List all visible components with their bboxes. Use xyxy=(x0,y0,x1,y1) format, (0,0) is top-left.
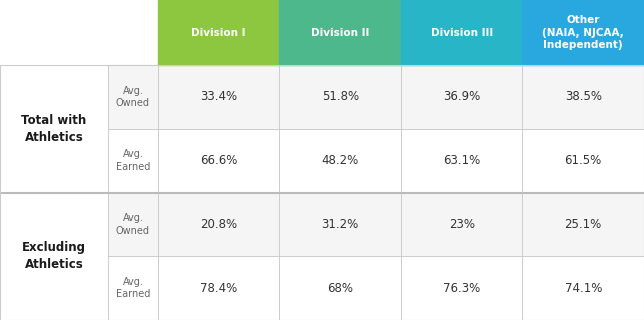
Text: 76.3%: 76.3% xyxy=(443,282,480,295)
Bar xyxy=(0,65,108,193)
Text: 61.5%: 61.5% xyxy=(565,154,602,167)
Bar xyxy=(401,0,522,65)
Bar xyxy=(108,129,644,193)
Bar xyxy=(0,193,108,320)
Text: 74.1%: 74.1% xyxy=(565,282,602,295)
Text: Avg.
Owned: Avg. Owned xyxy=(116,213,150,236)
Bar xyxy=(158,0,279,65)
Text: 78.4%: 78.4% xyxy=(200,282,238,295)
Text: Division I: Division I xyxy=(191,28,246,37)
Text: 25.1%: 25.1% xyxy=(565,218,602,231)
Text: 38.5%: 38.5% xyxy=(565,90,601,103)
Bar xyxy=(522,0,644,65)
Text: Division II: Division II xyxy=(311,28,370,37)
Text: Avg.
Owned: Avg. Owned xyxy=(116,86,150,108)
Text: 68%: 68% xyxy=(327,282,354,295)
Bar xyxy=(108,256,644,320)
Text: 36.9%: 36.9% xyxy=(443,90,480,103)
Text: 48.2%: 48.2% xyxy=(321,154,359,167)
Text: Division III: Division III xyxy=(431,28,493,37)
Text: Total with
Athletics: Total with Athletics xyxy=(21,114,87,144)
Text: 63.1%: 63.1% xyxy=(443,154,480,167)
Text: 66.6%: 66.6% xyxy=(200,154,238,167)
Text: 23%: 23% xyxy=(449,218,475,231)
Text: Avg.
Earned: Avg. Earned xyxy=(116,149,150,172)
Text: 51.8%: 51.8% xyxy=(322,90,359,103)
Text: 20.8%: 20.8% xyxy=(200,218,237,231)
Text: 33.4%: 33.4% xyxy=(200,90,237,103)
Text: 31.2%: 31.2% xyxy=(321,218,359,231)
Bar xyxy=(108,193,644,256)
Bar xyxy=(108,65,644,129)
Text: Avg.
Earned: Avg. Earned xyxy=(116,277,150,299)
Text: Other
(NAIA, NJCAA,
Independent): Other (NAIA, NJCAA, Independent) xyxy=(542,15,624,50)
Text: Excluding
Athletics: Excluding Athletics xyxy=(22,241,86,271)
Bar xyxy=(279,0,401,65)
